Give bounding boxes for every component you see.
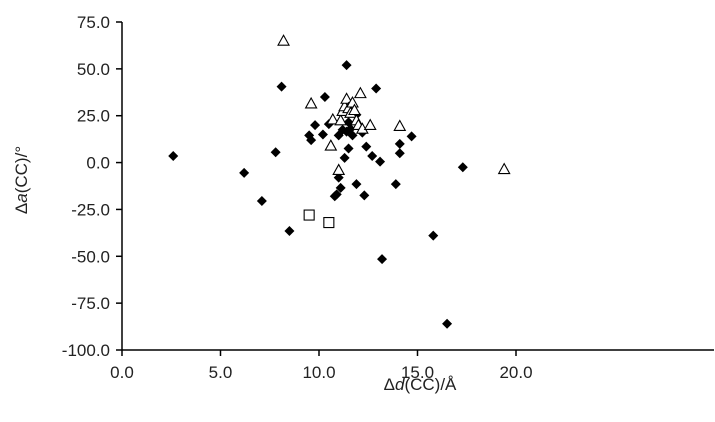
diamond-point (335, 182, 346, 193)
diamond-point (367, 151, 378, 162)
diamond-point (276, 81, 287, 92)
triangle-point (334, 113, 348, 126)
triangle-point (326, 112, 340, 125)
diamond-point (331, 189, 342, 200)
y-tick-label: 25.0 (77, 107, 110, 126)
y-tick-label: -75.0 (71, 294, 110, 313)
triangle-point (363, 118, 377, 131)
x-tick-label: 0.0 (110, 363, 134, 382)
diamond-point (341, 60, 352, 71)
diamond-point (306, 135, 317, 146)
triangle-point (353, 86, 367, 99)
square-point (323, 216, 335, 229)
y-tick-label: -25.0 (71, 200, 110, 219)
diamond-point (377, 254, 388, 265)
plot-frame (121, 22, 714, 351)
diamond-point (375, 156, 386, 167)
diamond-point (168, 151, 179, 162)
diamond-point (343, 143, 354, 154)
triangle-point (346, 95, 359, 108)
triangle-point (277, 34, 290, 46)
x-tick-label: 5.0 (209, 363, 233, 382)
diamond-point (239, 167, 250, 178)
x-axis-title-suffix: (CC)/Å (404, 375, 457, 394)
y-tick-label: 50.0 (77, 60, 110, 79)
triangle-point (348, 103, 361, 116)
diamond-point (347, 130, 358, 141)
diamond-point (457, 162, 468, 173)
x-axis-title-prefix: Δ (384, 375, 395, 394)
diamond-point (442, 318, 453, 329)
diamond-point (394, 148, 405, 159)
data-points (168, 34, 511, 329)
diamond-point (256, 195, 267, 206)
diamond-point (428, 230, 439, 241)
triangle-point (324, 139, 338, 151)
x-tick-label: 15.0 (401, 363, 434, 382)
diamond-point (351, 179, 362, 190)
y-tick-label: 0.0 (86, 154, 110, 173)
triangle-point (340, 92, 354, 104)
x-axis-ticks: 0.0 5.0 10.0 15.0 20.0 (110, 350, 533, 382)
diamond-point (359, 190, 370, 201)
diamond-point (284, 225, 295, 236)
y-axis-title: Δa(CC)/° (12, 146, 31, 214)
triangle-point (393, 119, 407, 131)
square-point (303, 209, 315, 221)
triangle-point (332, 163, 346, 176)
y-tick-label: -100.0 (62, 341, 110, 360)
diamond-point (390, 179, 401, 190)
diamond-point (310, 120, 321, 131)
diamond-point (371, 83, 382, 94)
diamond-point (394, 138, 405, 149)
x-axis-title-variable: d (395, 375, 405, 394)
diamond-point (319, 91, 330, 102)
diamond-point (270, 147, 281, 158)
y-axis-title-suffix: (CC)/° (12, 146, 31, 193)
diamond-point (406, 131, 417, 142)
triangle-point (497, 162, 511, 175)
x-tick-label: 10.0 (302, 363, 335, 382)
diamond-point (333, 172, 344, 183)
x-axis-title: Δd(CC)/Å (384, 375, 457, 394)
diamond-point (361, 141, 372, 152)
diamond-point (317, 129, 328, 140)
diamond-point (339, 152, 350, 163)
y-axis-title-variable: a (12, 193, 31, 202)
x-tick-label: 20.0 (499, 363, 532, 382)
y-tick-label: -50.0 (71, 247, 110, 266)
y-axis-title-prefix: Δ (12, 203, 31, 214)
y-tick-label: 75.0 (77, 13, 110, 32)
triangle-point (304, 96, 318, 109)
y-axis-ticks: 75.0 50.0 25.0 0.0 -25.0 -50.0 -75.0 -100.0 (62, 13, 122, 360)
